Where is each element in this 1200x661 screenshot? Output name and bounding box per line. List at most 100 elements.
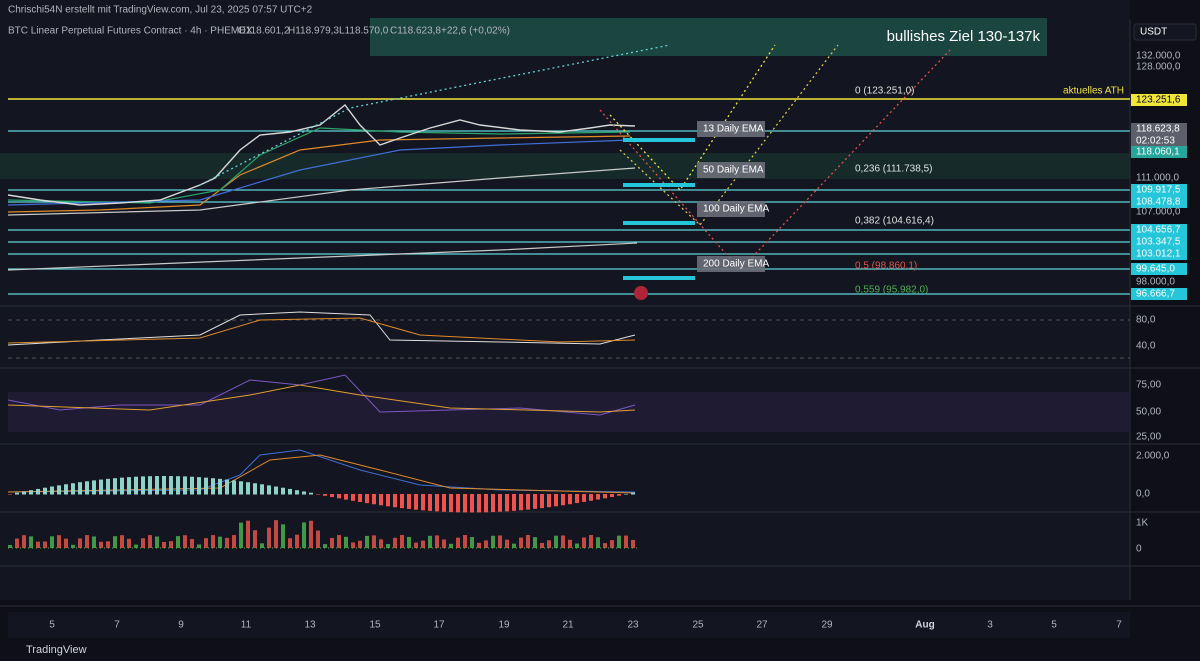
time-axis-label: 13	[304, 620, 316, 631]
volume-bar	[29, 536, 33, 548]
price-axis-label: 118.623,8	[1136, 124, 1180, 135]
horizontal-levels	[8, 130, 1130, 295]
volume-bar	[358, 540, 362, 548]
volume-bar	[449, 543, 453, 548]
time-axis-label: 27	[756, 620, 768, 631]
ema-label-box	[697, 162, 765, 178]
ema-label: 13 Daily EMA	[703, 124, 764, 135]
ema-bar	[623, 138, 695, 142]
price-axis-label: 107.000,0	[1136, 207, 1181, 218]
rsi-ma	[7, 317, 636, 344]
price-tag	[1131, 123, 1187, 135]
volume-bar	[519, 537, 523, 548]
macd-bar	[8, 494, 12, 495]
volume-bar	[470, 537, 474, 548]
indicator-axis-label: 0	[1136, 544, 1142, 555]
macd-bar	[239, 481, 243, 495]
macd-bar	[624, 493, 628, 495]
volume-bar	[169, 541, 173, 548]
macd-bar	[435, 494, 439, 512]
volume-bar	[211, 535, 215, 548]
volume-bar	[162, 541, 166, 548]
macd-bar	[365, 494, 369, 504]
price-axis-label: 103.012,1	[1136, 249, 1181, 260]
price-tag	[1131, 146, 1187, 158]
macd-bar	[442, 494, 446, 512]
volume-bar	[463, 535, 467, 548]
price-axis-label: 104.656,7	[1136, 225, 1181, 236]
currency[interactable]: USDT	[1140, 27, 1167, 38]
price-tag	[1131, 263, 1187, 275]
macd-bar	[428, 494, 432, 511]
macd-bar	[533, 494, 537, 509]
change: +22,6 (+0,02%)	[441, 26, 510, 37]
price-tag	[1131, 236, 1187, 248]
volume-bar	[414, 542, 418, 548]
indicator-axis-label: 0,0	[1136, 489, 1150, 500]
volume-bar	[512, 543, 516, 548]
price-tag	[1131, 196, 1187, 208]
target-zone	[370, 18, 1047, 56]
macd-bar	[134, 476, 138, 495]
macd-bar	[183, 476, 187, 495]
volume-bar	[316, 530, 320, 548]
macd-bar	[540, 494, 544, 509]
event-icon	[634, 286, 648, 300]
macd-bar	[246, 482, 250, 495]
fib-label: 0,5 (98.860,1)	[855, 261, 917, 272]
volume-bar	[386, 543, 390, 548]
volume-bar	[183, 535, 187, 548]
price-tag	[1131, 288, 1187, 300]
macd-bar	[22, 491, 26, 495]
macd-bar	[162, 476, 166, 495]
projection	[199, 44, 671, 186]
currency-box[interactable]	[1133, 23, 1197, 41]
volume-bar	[57, 535, 61, 548]
macd-bar	[372, 494, 376, 505]
volume-bar	[22, 535, 26, 548]
macd-bar	[568, 494, 572, 505]
volume-bar	[596, 537, 600, 548]
macd-bar	[260, 484, 264, 495]
time-axis-label: Aug	[915, 620, 934, 631]
time-axis-label: 23	[627, 620, 639, 631]
macd-bar	[421, 494, 425, 511]
macd-bar	[491, 494, 495, 513]
volume-bar	[239, 522, 243, 548]
macd-bar	[15, 492, 19, 495]
macd-bar	[288, 488, 292, 495]
volume-bar	[582, 537, 586, 548]
price-tag	[1131, 135, 1187, 147]
volume-bar	[281, 524, 285, 548]
volume-bar	[260, 543, 264, 548]
volume-bar	[372, 535, 376, 548]
macd-bar	[554, 494, 558, 507]
volume-bar	[92, 536, 96, 548]
macd-bar	[519, 494, 523, 511]
macd-bar	[414, 494, 418, 510]
macd-bar	[204, 477, 208, 495]
ema-label: 200 Daily EMA	[703, 259, 769, 270]
price-axis-label: 99.645,0	[1136, 264, 1175, 275]
fib-label: 0 (123.251,0)	[855, 86, 915, 97]
projection	[619, 44, 839, 226]
volume-bar	[568, 539, 572, 548]
volume-bar	[204, 538, 208, 548]
volume-bar	[288, 538, 292, 548]
macd-bar	[29, 490, 33, 495]
price-axis-label: 103.347,5	[1136, 237, 1181, 248]
volume-bar	[393, 537, 397, 548]
macd-bar	[190, 476, 194, 495]
volume-bar	[85, 535, 89, 548]
ema-label: 100 Daily EMA	[703, 204, 769, 215]
volume-bar	[575, 543, 579, 548]
fib-label: 0,559 (95.982,0)	[855, 285, 928, 296]
volume-bar	[624, 535, 628, 548]
stoch-signal	[7, 384, 636, 413]
macd-bar	[148, 476, 152, 495]
ema-bar	[623, 276, 695, 280]
macd-bar	[512, 494, 516, 511]
price-axis-label: 123.251,6	[1136, 95, 1181, 106]
labels: Chrischi54N erstellt mit TradingView.com…	[8, 5, 1197, 656]
macd-bar	[57, 485, 61, 495]
